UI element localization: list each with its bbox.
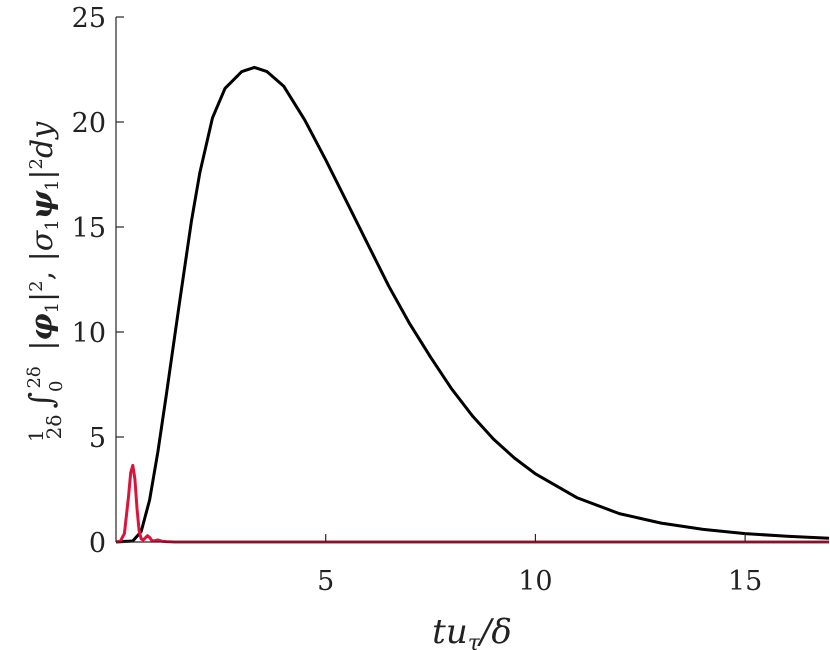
y-tick-label: 0 (89, 528, 106, 559)
series-line-2 (115, 463, 829, 544)
x-tick-label: 5 (317, 566, 334, 597)
y-tick-label: 5 (89, 423, 106, 454)
y-tick-label: 25 (72, 3, 106, 34)
y-tick-label: 15 (72, 213, 106, 244)
plot-area (116, 17, 829, 542)
x-tick-label: 15 (728, 566, 762, 597)
y-tick-label: 20 (72, 108, 106, 139)
series-line-1 (115, 65, 830, 544)
svg-text:12δ∫02δ |φ1|2, |σ1ψ1|2dy: 12δ∫02δ |φ1|2, |σ1ψ1|2dy (22, 121, 67, 442)
x-axis-label: tuτ/δ (432, 612, 512, 650)
series-layer (115, 65, 830, 544)
y-axis-label: 12δ∫02δ |φ1|2, |σ1ψ1|2dy (22, 121, 67, 442)
x-tick-label: 10 (518, 566, 552, 597)
x-ticks: 5 10 15 (317, 534, 762, 597)
y-ticks: 0 5 10 15 20 25 (72, 3, 124, 559)
y-tick-label: 10 (72, 318, 106, 349)
